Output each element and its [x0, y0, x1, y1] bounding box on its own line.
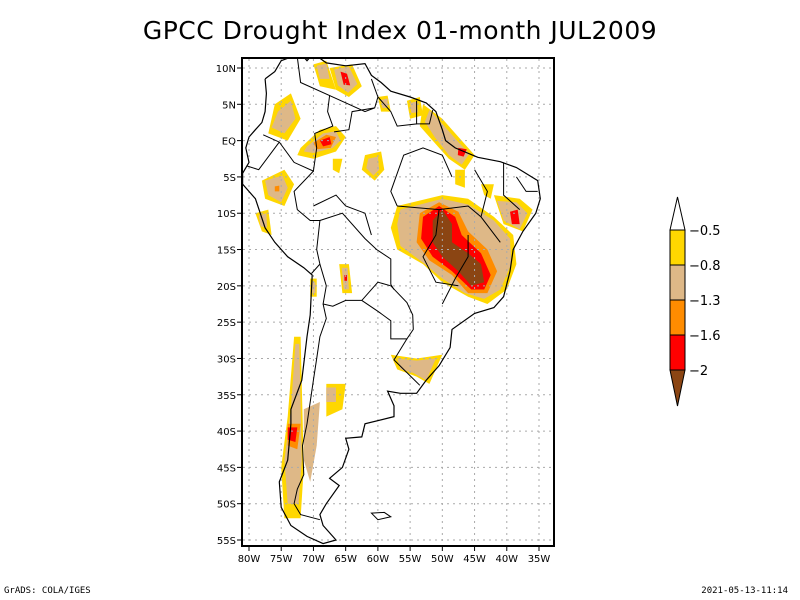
drought-contour [455, 170, 465, 188]
y-tick-label: 5S [223, 173, 236, 184]
x-tick-label: 60W [367, 554, 390, 565]
legend-label: −1.6 [689, 329, 721, 344]
y-tick-label: 20S [217, 282, 236, 293]
country-border [320, 213, 394, 289]
drought-contour [275, 186, 280, 192]
y-tick-label: 5N [222, 100, 236, 111]
grads-credit: GrADS: COLA/IGES [4, 586, 91, 596]
y-tick-label: 10S [217, 209, 236, 220]
drought-contour [304, 402, 320, 482]
legend-color-bin [670, 335, 685, 370]
x-tick-label: 35W [528, 554, 551, 565]
x-tick-label: 65W [334, 554, 357, 565]
country-border [294, 171, 320, 273]
country-border [313, 195, 371, 235]
legend-below-triangle [670, 370, 685, 406]
y-tick-label: 15S [217, 246, 236, 257]
y-tick-label: 50S [217, 500, 236, 511]
x-tick-label: 80W [238, 554, 261, 565]
y-tick-label: 30S [217, 354, 236, 365]
x-tick-label: 40W [495, 554, 518, 565]
timestamp: 2021-05-13-11:14 [701, 586, 788, 596]
legend-label: −0.5 [689, 224, 721, 239]
country-border [362, 286, 414, 339]
legend-label: −1.3 [689, 294, 721, 309]
drought-contour [333, 159, 343, 174]
x-tick-label: 55W [399, 554, 422, 565]
x-axis: 80W 75W 70W 65W 60W 55W 50W 45W 40W 35W [238, 546, 551, 565]
y-tick-label: 10N [216, 64, 236, 75]
y-axis: 10N 5N EQ 5S 10S 15S 20S 25S 30S 35S 40S 45S 50S 55S [216, 64, 242, 547]
legend-label: −2 [689, 364, 708, 379]
y-tick-label: 45S [217, 463, 236, 474]
x-tick-label: 70W [302, 554, 325, 565]
y-tick-label: EQ [222, 137, 236, 148]
legend-color-bin [670, 300, 685, 335]
falkland-islands [371, 512, 390, 519]
country-border [334, 108, 375, 132]
legend-color-bin [670, 265, 685, 300]
country-border [247, 142, 279, 170]
y-tick-label: 55S [217, 536, 236, 547]
x-tick-label: 50W [431, 554, 454, 565]
country-border [320, 264, 391, 306]
legend-above-triangle [670, 197, 685, 230]
y-tick-label: 25S [217, 318, 236, 329]
legend-label: −0.8 [689, 259, 721, 274]
colorbar-legend: −0.5 −0.8 −1.3 −1.6 −2 [670, 197, 721, 406]
x-tick-label: 45W [463, 554, 486, 565]
y-tick-label: 35S [217, 391, 236, 402]
map-plot: 80W 75W 70W 65W 60W 55W 50W 45W 40W 35W 10N 5N EQ 5S… [0, 0, 800, 600]
y-tick-label: 40S [217, 427, 236, 438]
legend-color-bin [670, 230, 685, 265]
x-tick-label: 75W [270, 554, 293, 565]
